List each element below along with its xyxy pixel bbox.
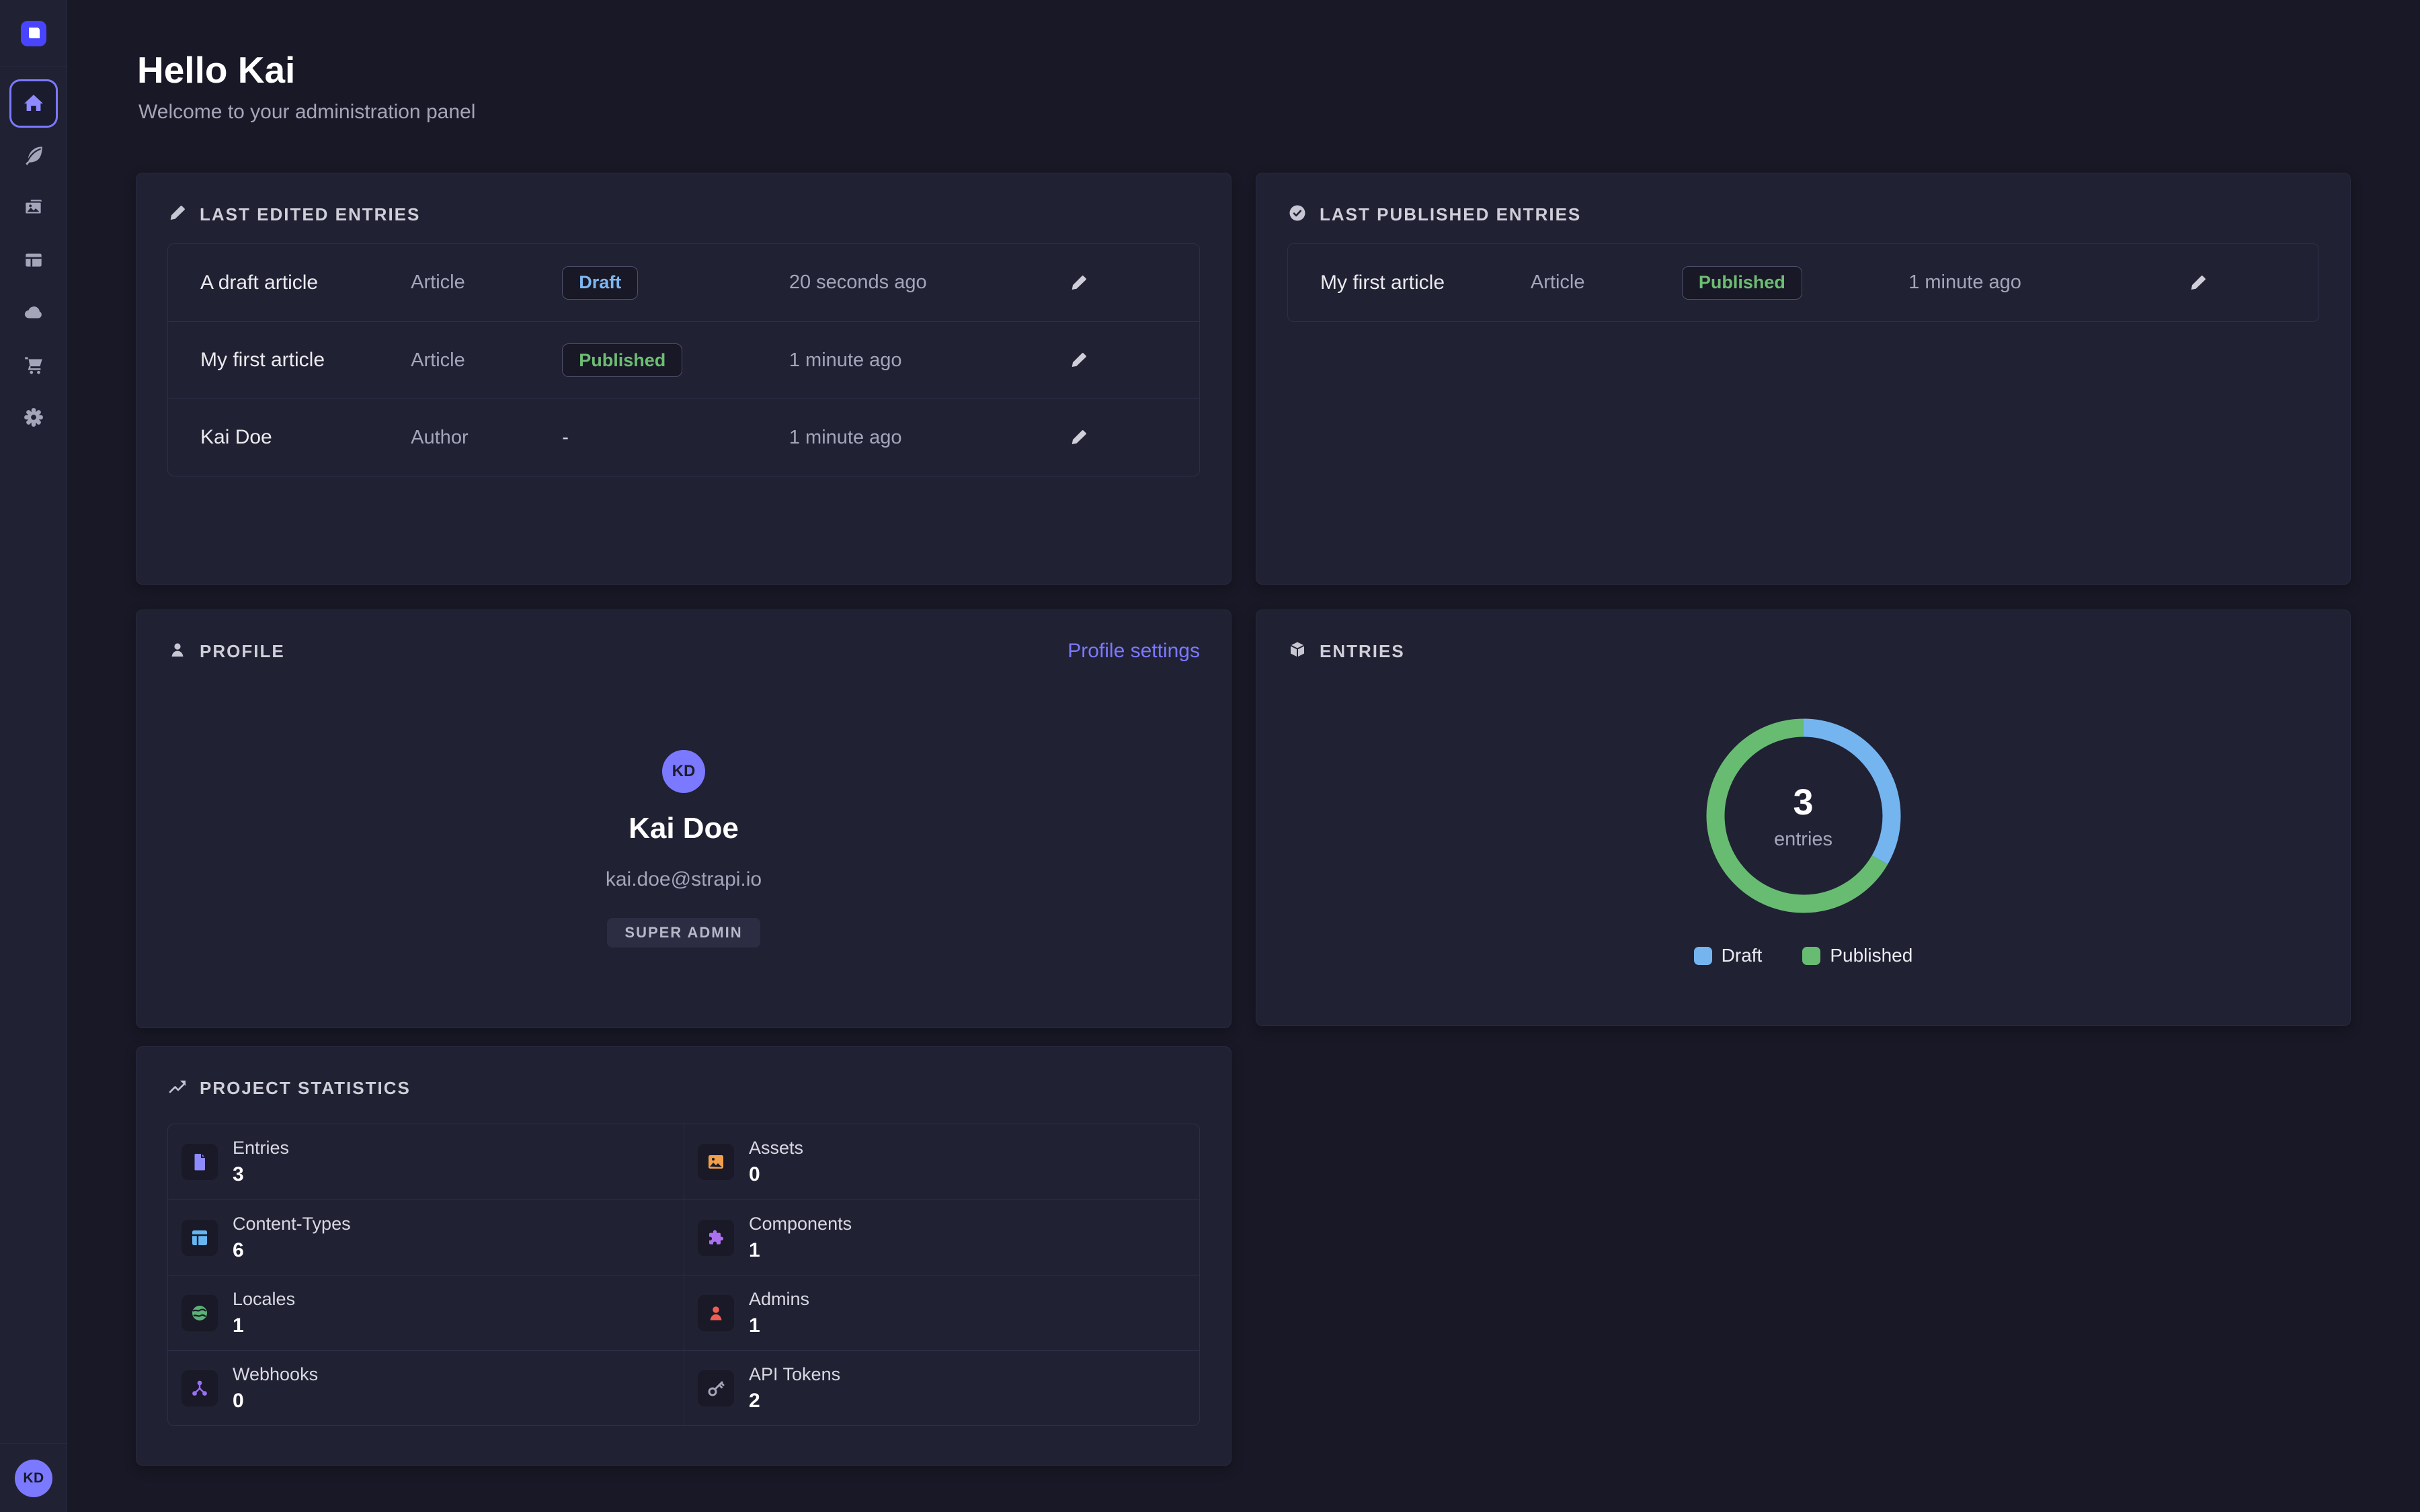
panel-title: ENTRIES bbox=[1320, 640, 1405, 661]
sidebar-item-deploy[interactable] bbox=[22, 301, 45, 324]
stat-locales: Locales 1 bbox=[168, 1275, 684, 1350]
published-swatch-icon bbox=[1802, 946, 1821, 965]
media-icon bbox=[22, 196, 45, 221]
last-published-entries-panel: LAST PUBLISHED ENTRIES My first article … bbox=[1256, 173, 2351, 585]
strapi-logo-container bbox=[0, 0, 67, 67]
sidebar-footer: KD bbox=[0, 1443, 67, 1512]
feather-icon bbox=[22, 144, 45, 169]
table-row[interactable]: A draft article Article Draft 20 seconds… bbox=[168, 244, 1199, 321]
sidebar: KD bbox=[0, 0, 67, 1512]
chart-legend: Draft Published bbox=[1287, 945, 2319, 966]
status-badge: Published bbox=[562, 343, 683, 377]
locales-icon bbox=[182, 1294, 218, 1331]
legend-item-published: Published bbox=[1802, 945, 1912, 966]
draft-swatch-icon bbox=[1693, 946, 1712, 965]
stat-assets: Assets 0 bbox=[684, 1124, 1199, 1200]
home-icon bbox=[22, 91, 45, 116]
sidebar-item-media-library[interactable] bbox=[22, 196, 45, 219]
entries-icon bbox=[182, 1144, 218, 1180]
cube-icon bbox=[1287, 640, 1307, 663]
entries-count-label: entries bbox=[1773, 828, 1833, 850]
pencil-icon bbox=[167, 203, 188, 226]
stat-content-types: Content-Types 6 bbox=[168, 1200, 684, 1275]
panel-title: LAST EDITED ENTRIES bbox=[200, 204, 421, 224]
project-statistics-panel: PROJECT STATISTICS Entries 3 bbox=[136, 1046, 1232, 1466]
sidebar-nav bbox=[0, 67, 67, 429]
layout-icon bbox=[22, 249, 45, 274]
table-row[interactable]: Kai Doe Author - 1 minute ago bbox=[168, 398, 1199, 476]
edit-entry-button[interactable] bbox=[1065, 346, 1093, 374]
cloud-icon bbox=[22, 301, 45, 326]
panel-title: PROFILE bbox=[200, 640, 285, 661]
profile-avatar: KD bbox=[662, 750, 705, 793]
content-types-icon bbox=[182, 1219, 218, 1256]
admins-icon bbox=[698, 1294, 734, 1331]
profile-email: kai.doe@strapi.io bbox=[605, 868, 762, 890]
trending-up-icon bbox=[167, 1077, 188, 1100]
cart-icon bbox=[22, 353, 45, 378]
person-icon bbox=[167, 640, 188, 663]
edit-entry-button[interactable] bbox=[2185, 269, 2212, 297]
table-row[interactable]: My first article Article Published 1 min… bbox=[1288, 244, 2318, 321]
sidebar-item-content-manager[interactable] bbox=[22, 144, 45, 167]
status-badge: Published bbox=[1681, 265, 1802, 300]
sidebar-item-home[interactable] bbox=[9, 79, 58, 128]
entry-type: Article bbox=[411, 271, 465, 293]
stat-entries: Entries 3 bbox=[168, 1124, 684, 1200]
sidebar-item-settings[interactable] bbox=[22, 406, 45, 429]
legend-item-draft: Draft bbox=[1693, 945, 1762, 966]
role-badge: SUPER ADMIN bbox=[607, 918, 760, 948]
entry-updated-time: 1 minute ago bbox=[789, 426, 902, 448]
page-title: Hello Kai bbox=[137, 49, 296, 91]
sidebar-item-marketplace[interactable] bbox=[22, 353, 45, 376]
page-subtitle: Welcome to your administration panel bbox=[138, 101, 476, 123]
components-icon bbox=[698, 1219, 734, 1256]
edit-entry-button[interactable] bbox=[1065, 269, 1093, 297]
api-tokens-icon bbox=[698, 1370, 734, 1406]
entry-title: My first article bbox=[200, 349, 325, 371]
entry-title: A draft article bbox=[200, 271, 319, 294]
profile-settings-link[interactable]: Profile settings bbox=[1067, 640, 1200, 662]
status-empty: - bbox=[562, 426, 569, 448]
stats-grid: Entries 3 Assets 0 bbox=[167, 1124, 1200, 1426]
last-edited-table: A draft article Article Draft 20 seconds… bbox=[167, 243, 1200, 476]
stat-api-tokens: API Tokens 2 bbox=[684, 1350, 1199, 1425]
entry-title: Kai Doe bbox=[200, 426, 272, 448]
entry-updated-time: 1 minute ago bbox=[1908, 271, 2021, 293]
webhooks-icon bbox=[182, 1370, 218, 1406]
entries-chart-panel: ENTRIES 3 entries Draft Published bbox=[1256, 610, 2351, 1026]
user-avatar[interactable]: KD bbox=[15, 1459, 52, 1497]
sidebar-item-content-type-builder[interactable] bbox=[22, 249, 45, 271]
stat-admins: Admins 1 bbox=[684, 1275, 1199, 1350]
profile-name: Kai Doe bbox=[629, 812, 739, 845]
entry-type: Article bbox=[1530, 271, 1585, 293]
last-published-table: My first article Article Published 1 min… bbox=[1287, 243, 2319, 322]
entry-title: My first article bbox=[1320, 271, 1445, 294]
panel-title: PROJECT STATISTICS bbox=[200, 1077, 411, 1098]
status-badge: Draft bbox=[562, 265, 639, 300]
strapi-logo-icon[interactable] bbox=[20, 20, 46, 46]
entries-donut-chart: 3 entries bbox=[1703, 715, 1904, 917]
stat-webhooks: Webhooks 0 bbox=[168, 1350, 684, 1425]
check-circle-icon bbox=[1287, 203, 1307, 226]
assets-icon bbox=[698, 1144, 734, 1180]
entry-type: Author bbox=[411, 426, 469, 448]
entry-type: Article bbox=[411, 349, 465, 371]
donut-segment-published bbox=[1706, 718, 1900, 913]
stat-components: Components 1 bbox=[684, 1200, 1199, 1275]
entry-updated-time: 1 minute ago bbox=[789, 349, 902, 371]
entries-count: 3 bbox=[1793, 782, 1814, 823]
entry-updated-time: 20 seconds ago bbox=[789, 271, 927, 293]
table-row[interactable]: My first article Article Published 1 min… bbox=[168, 321, 1199, 398]
last-edited-entries-panel: LAST EDITED ENTRIES A draft article Arti… bbox=[136, 173, 1232, 585]
profile-panel: PROFILE Profile settings KD Kai Doe kai.… bbox=[136, 610, 1232, 1028]
edit-entry-button[interactable] bbox=[1065, 423, 1093, 452]
panel-title: LAST PUBLISHED ENTRIES bbox=[1320, 204, 1582, 224]
gear-icon bbox=[22, 406, 45, 431]
